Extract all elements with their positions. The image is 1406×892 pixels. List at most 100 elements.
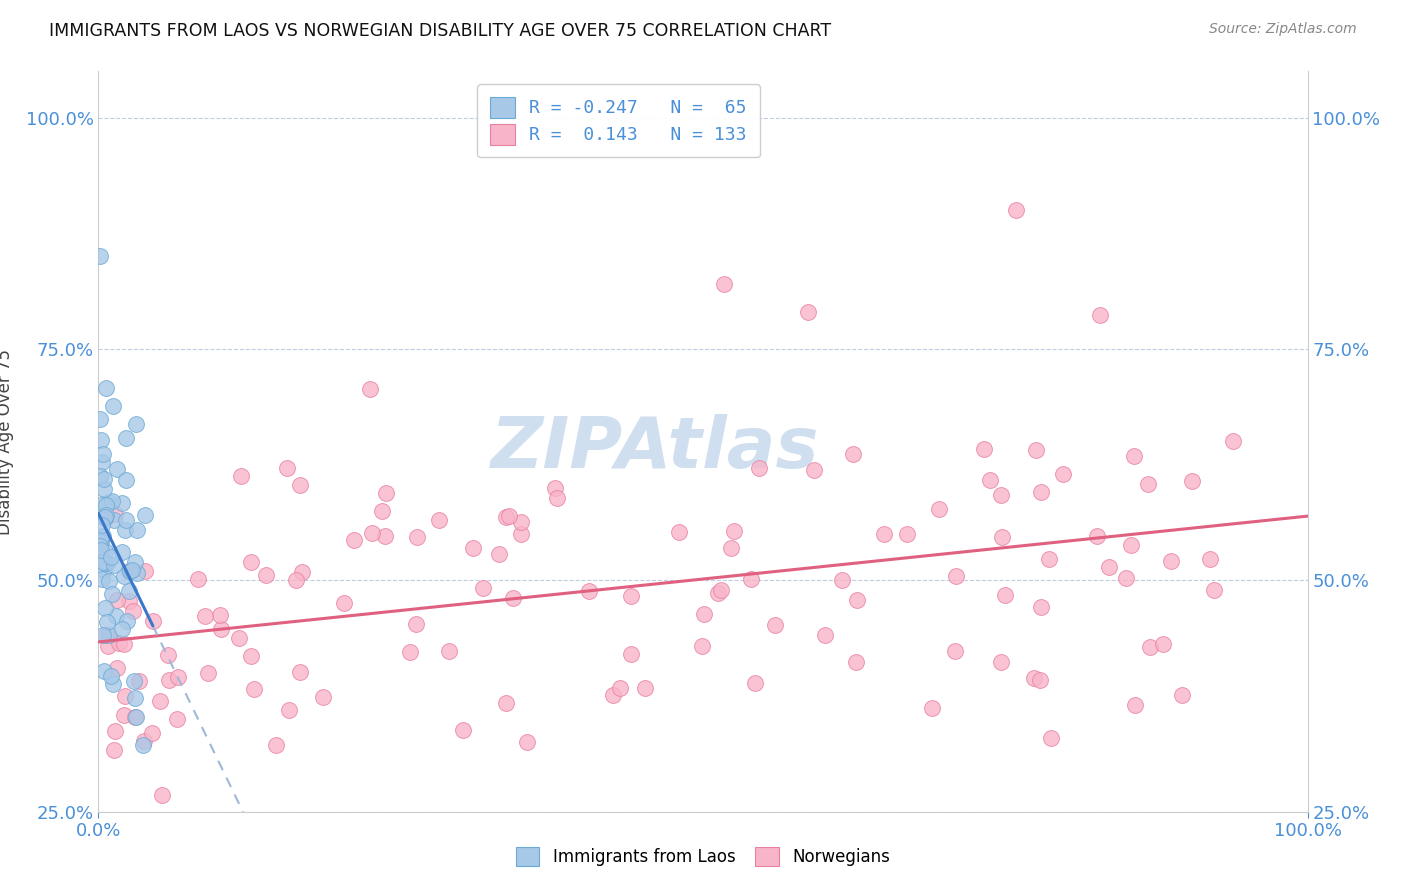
Point [127,524,149,538]
Point [509,516,531,530]
Point [112,708,135,723]
Point [846,592,869,607]
Point [360,525,382,540]
Point [94,498,117,512]
Point [121,562,143,576]
Point [197,665,219,680]
Point [1123,449,1146,463]
Point [1123,698,1146,712]
Point [157,673,180,687]
Point [122,673,145,688]
Point [93,557,115,571]
Point [546,491,568,505]
Point [451,723,474,737]
Point [1040,731,1063,745]
Point [93,563,115,577]
Point [105,592,128,607]
Point [1025,443,1047,458]
Point [134,734,156,748]
Point [668,525,690,540]
Point [990,488,1012,502]
Point [748,461,770,475]
Point [803,463,825,477]
Point [578,584,600,599]
Point [973,442,995,457]
Point [111,544,134,558]
Point [502,591,524,606]
Point [124,709,146,723]
Point [104,507,127,521]
Point [124,555,146,569]
Point [128,673,150,688]
Point [713,277,735,292]
Point [945,644,967,658]
Point [845,655,868,669]
Point [254,568,277,582]
Point [96,556,118,570]
Point [1085,528,1108,542]
Point [359,383,381,397]
Point [495,696,517,710]
Point [841,447,863,461]
Point [1204,582,1226,597]
Point [100,669,122,683]
Point [692,640,714,654]
Point [1115,571,1137,585]
Point [990,655,1012,669]
Point [602,688,624,702]
Point [91,529,114,543]
Point [710,583,733,598]
Point [115,431,138,445]
Point [208,607,231,622]
Point [94,508,117,522]
Point [101,494,124,508]
Point [723,524,745,538]
Point [1121,538,1143,552]
Point [94,381,117,395]
Legend: R = -0.247   N =  65, R =  0.143   N = 133: R = -0.247 N = 65, R = 0.143 N = 133 [477,84,759,157]
Point [1029,673,1052,687]
Point [107,636,129,650]
Point [1222,434,1244,448]
Point [288,665,311,679]
Point [1024,671,1046,685]
Point [1098,560,1121,574]
Point [91,447,114,461]
Point [187,572,209,586]
Point [620,589,643,603]
Point [90,572,112,586]
Point [1038,552,1060,566]
Point [209,622,232,636]
Point [150,788,173,802]
Point [132,738,155,752]
Point [498,508,520,523]
Point [1136,477,1159,491]
Point [96,615,118,629]
Point [1052,467,1074,482]
Point [125,709,148,723]
Point [1029,599,1052,614]
Point [89,534,111,549]
Point [740,572,762,586]
Point [284,574,307,588]
Point [744,676,766,690]
Point [118,564,141,578]
Point [239,648,262,663]
Point [831,573,853,587]
Point [111,496,134,510]
Point [90,534,112,549]
Point [90,530,112,544]
Point [91,497,114,511]
Point [264,738,287,752]
Text: IMMIGRANTS FROM LAOS VS NORWEGIAN DISABILITY AGE OVER 75 CORRELATION CHART: IMMIGRANTS FROM LAOS VS NORWEGIAN DISABI… [49,22,831,40]
Point [114,523,136,537]
Point [921,701,943,715]
Point [90,433,112,447]
Point [90,518,112,533]
Point [763,618,786,632]
Point [243,682,266,697]
Point [311,690,333,705]
Point [118,594,141,608]
Point [118,564,141,578]
Point [439,644,461,658]
